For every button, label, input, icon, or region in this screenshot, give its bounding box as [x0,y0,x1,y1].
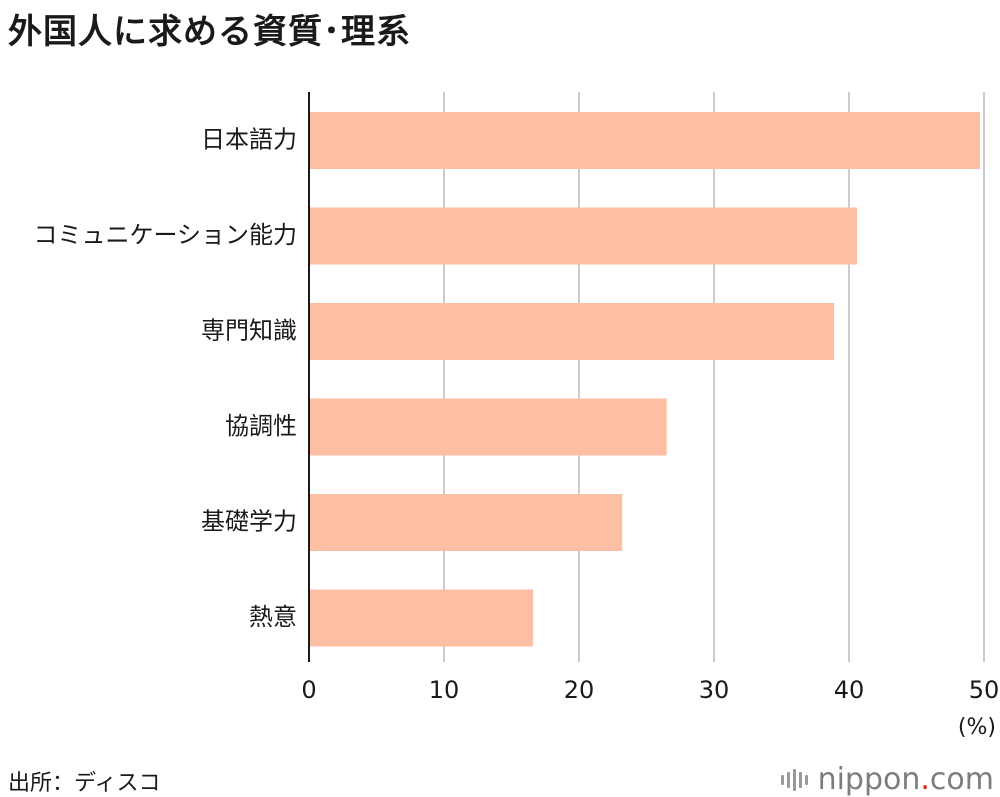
category-label-3: 協調性 [225,412,297,440]
nippon-logo: nippon. com [780,762,994,797]
logo-name: nippon [817,762,921,797]
x-tick-label-0: 0 [301,676,316,704]
x-tick-label-40: 40 [834,676,865,704]
category-label-1: コミュニケーション能力 [33,221,297,249]
x-tick-label-50: 50 [969,676,1000,704]
category-label-5: 熱意 [249,603,297,631]
logo-dot: . [920,762,930,797]
gridlines [443,92,985,662]
category-label-0: 日本語力 [201,126,297,154]
bars [309,112,980,647]
chart-title: 外国人に求める資質･理系 [8,12,411,52]
bar-5 [309,589,534,647]
x-tick-label-30: 30 [699,676,730,704]
x-tick-labels: 0 10 20 30 40 50 [301,676,999,704]
logo-bars-icon [780,768,808,791]
bar-4 [309,494,623,551]
category-label-4: 基礎学力 [201,508,297,536]
bar-3 [309,398,667,456]
x-tick-label-20: 20 [564,676,595,704]
logo-tld: com [929,762,994,797]
category-label-2: 専門知識 [201,317,297,345]
bar-1 [309,207,858,265]
bar-2 [309,303,835,360]
x-axis-unit-label: (%) [958,715,996,740]
x-tick-label-10: 10 [429,676,460,704]
source-note: 出所：ディスコ [8,771,161,796]
bar-0 [309,112,980,169]
